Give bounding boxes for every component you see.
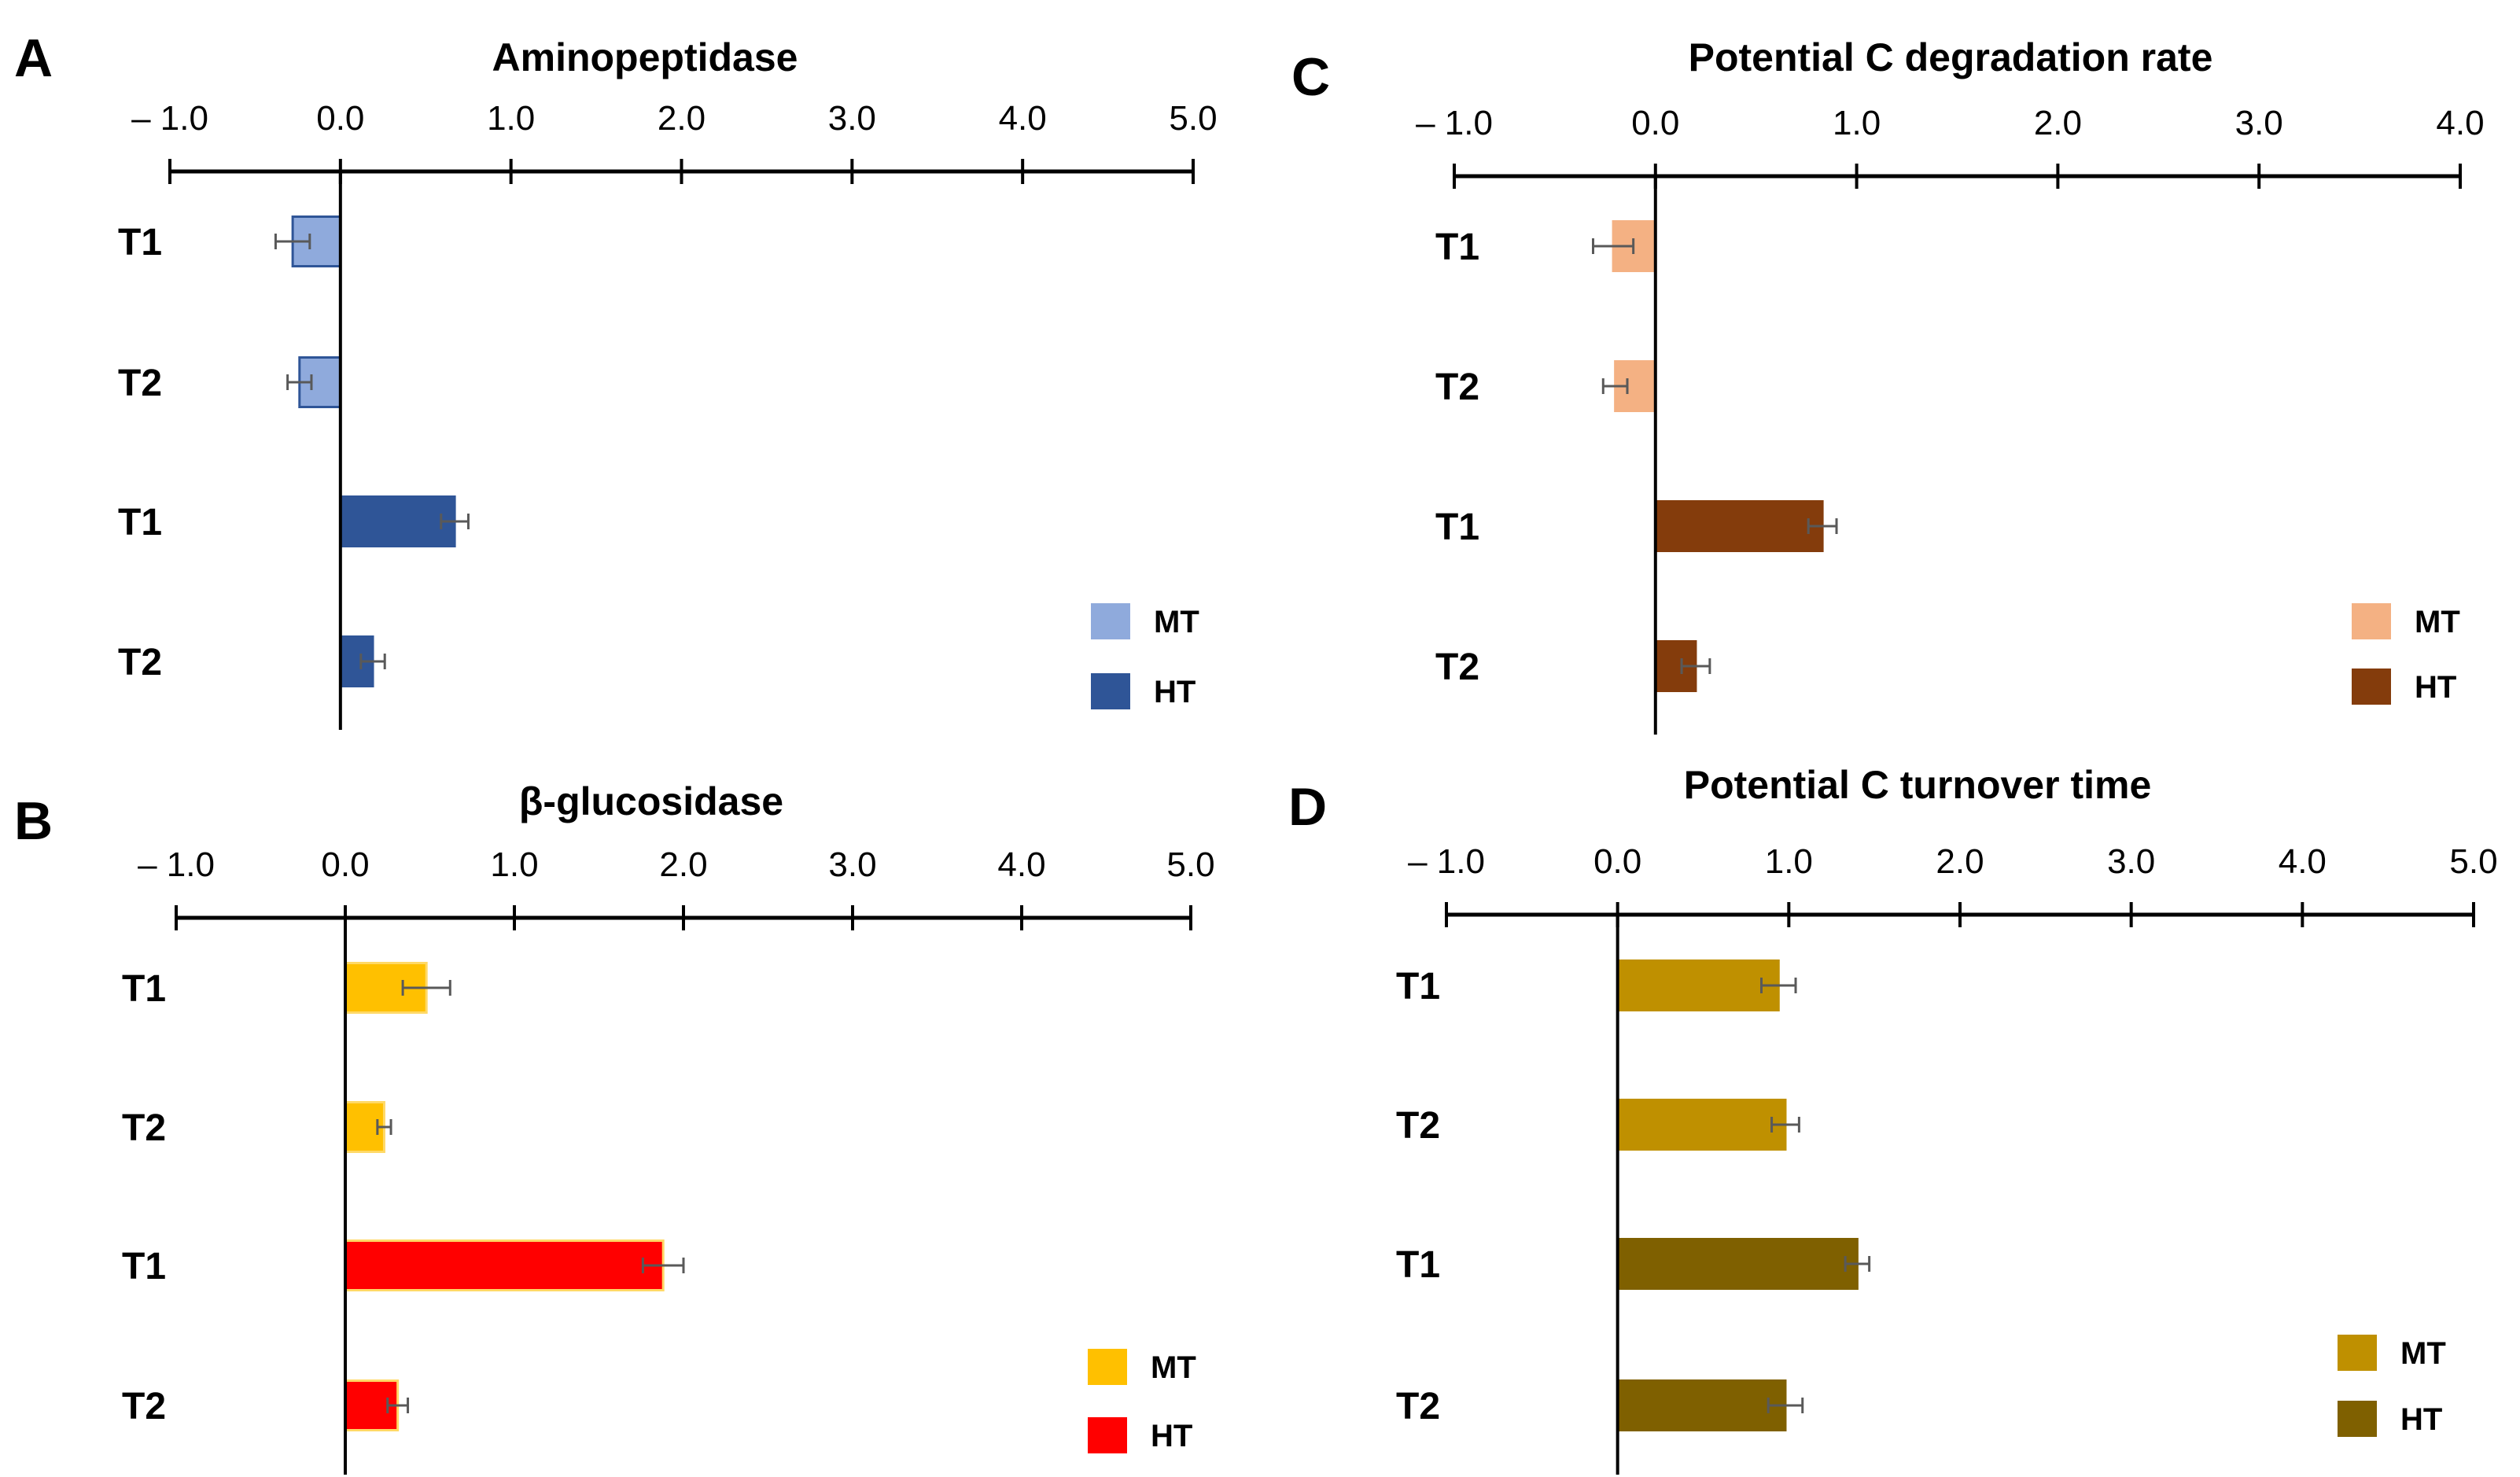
x-tick-label: 2.0 [1936, 842, 1984, 881]
x-tick-label: 4.0 [2279, 842, 2327, 881]
category-label: T2 [1435, 646, 1479, 688]
x-tick-label: 3.0 [828, 99, 876, 138]
panel-c: C Potential C degradation rate – 1.0 0.0 1.0… [1291, 35, 2485, 735]
x-tick-label: 1.0 [1765, 842, 1813, 881]
category-label: T1 [1435, 227, 1479, 268]
chart-title: Potential C degradation rate [1689, 35, 2213, 79]
bar-ht [1654, 500, 1824, 552]
category-label: T1 [1396, 1244, 1440, 1286]
legend-swatch-ht [1091, 673, 1130, 709]
legend-label: HT [1151, 1419, 1192, 1453]
bar-ht [1616, 1379, 1787, 1431]
x-tick-label: 0.0 [1593, 842, 1641, 881]
category-label: T2 [118, 642, 162, 683]
category-label: T1 [118, 222, 162, 263]
category-label: T2 [1396, 1386, 1440, 1427]
panel-letter: C [1291, 47, 1330, 107]
legend-swatch-ht [1088, 1417, 1127, 1453]
x-tick-label: 5.0 [2449, 842, 2497, 881]
legend-label: MT [2400, 1336, 2446, 1371]
x-tick-label: 1.0 [487, 99, 535, 138]
category-label: T1 [1435, 506, 1479, 548]
category-label: T2 [122, 1386, 166, 1427]
legend-swatch-ht [2352, 669, 2391, 705]
category-label: T1 [122, 1246, 166, 1287]
x-tick-label: 0.0 [321, 845, 369, 884]
bar-mt [1616, 1099, 1787, 1151]
bar-ht [344, 1239, 665, 1291]
x-tick-label: – 1.0 [1408, 842, 1485, 881]
x-tick-label: – 1.0 [138, 845, 215, 884]
x-tick-label: 1.0 [490, 845, 538, 884]
legend-label: HT [2400, 1402, 2442, 1437]
x-tick-label: – 1.0 [131, 99, 208, 138]
panel-letter: A [14, 28, 53, 88]
x-tick-label: 4.0 [999, 99, 1047, 138]
panel-d: D Potential C turnover time – 1.0 0.0 1.0 2.0… [1288, 763, 2498, 1475]
bar-ht [339, 495, 456, 547]
legend-swatch-mt [1088, 1349, 1127, 1385]
category-label: T2 [1435, 366, 1479, 408]
category-label: T1 [1396, 966, 1440, 1007]
category-label: T2 [122, 1107, 166, 1149]
category-label: T2 [1396, 1105, 1440, 1147]
x-tick-label: 2.0 [659, 845, 707, 884]
x-tick-label: 3.0 [2107, 842, 2155, 881]
x-tick-label: 0.0 [316, 99, 364, 138]
x-tick-label: 5.0 [1169, 99, 1217, 138]
legend-label: HT [1154, 675, 1196, 709]
legend-swatch-mt [1091, 603, 1130, 639]
x-tick-label: 4.0 [2436, 104, 2484, 142]
x-tick-label: 4.0 [997, 845, 1045, 884]
panel-letter: B [14, 791, 53, 851]
x-tick-label: 1.0 [1833, 104, 1881, 142]
x-tick-label: – 1.0 [1416, 104, 1493, 142]
x-tick-label: 5.0 [1166, 845, 1214, 884]
x-tick-label: 2.0 [2034, 104, 2082, 142]
bar-ht [1616, 1238, 1859, 1290]
category-label: T2 [118, 363, 162, 404]
category-label: T1 [122, 968, 166, 1010]
chart-title: β-glucosidase [519, 779, 783, 823]
legend-swatch-ht [2338, 1401, 2377, 1437]
x-tick-label: 2.0 [658, 99, 706, 138]
legend-label: HT [2415, 670, 2456, 705]
legend-label: MT [1151, 1350, 1196, 1385]
legend-label: MT [2415, 605, 2460, 639]
bar-mt [1616, 959, 1780, 1011]
chart-title: Aminopeptidase [492, 35, 798, 79]
x-tick-label: 3.0 [828, 845, 876, 884]
x-tick-label: 0.0 [1631, 104, 1679, 142]
legend-swatch-mt [2352, 603, 2391, 639]
panel-a: A Aminopeptidase – 1.0 0.0 1.0 2.0 3.0 4.0 5.0 T1… [14, 28, 1218, 730]
category-label: T1 [118, 502, 162, 543]
chart-title: Potential C turnover time [1684, 763, 2152, 807]
x-tick-label: 3.0 [2235, 104, 2283, 142]
legend-swatch-mt [2338, 1335, 2377, 1371]
panel-letter: D [1288, 777, 1327, 837]
legend-label: MT [1154, 605, 1199, 639]
